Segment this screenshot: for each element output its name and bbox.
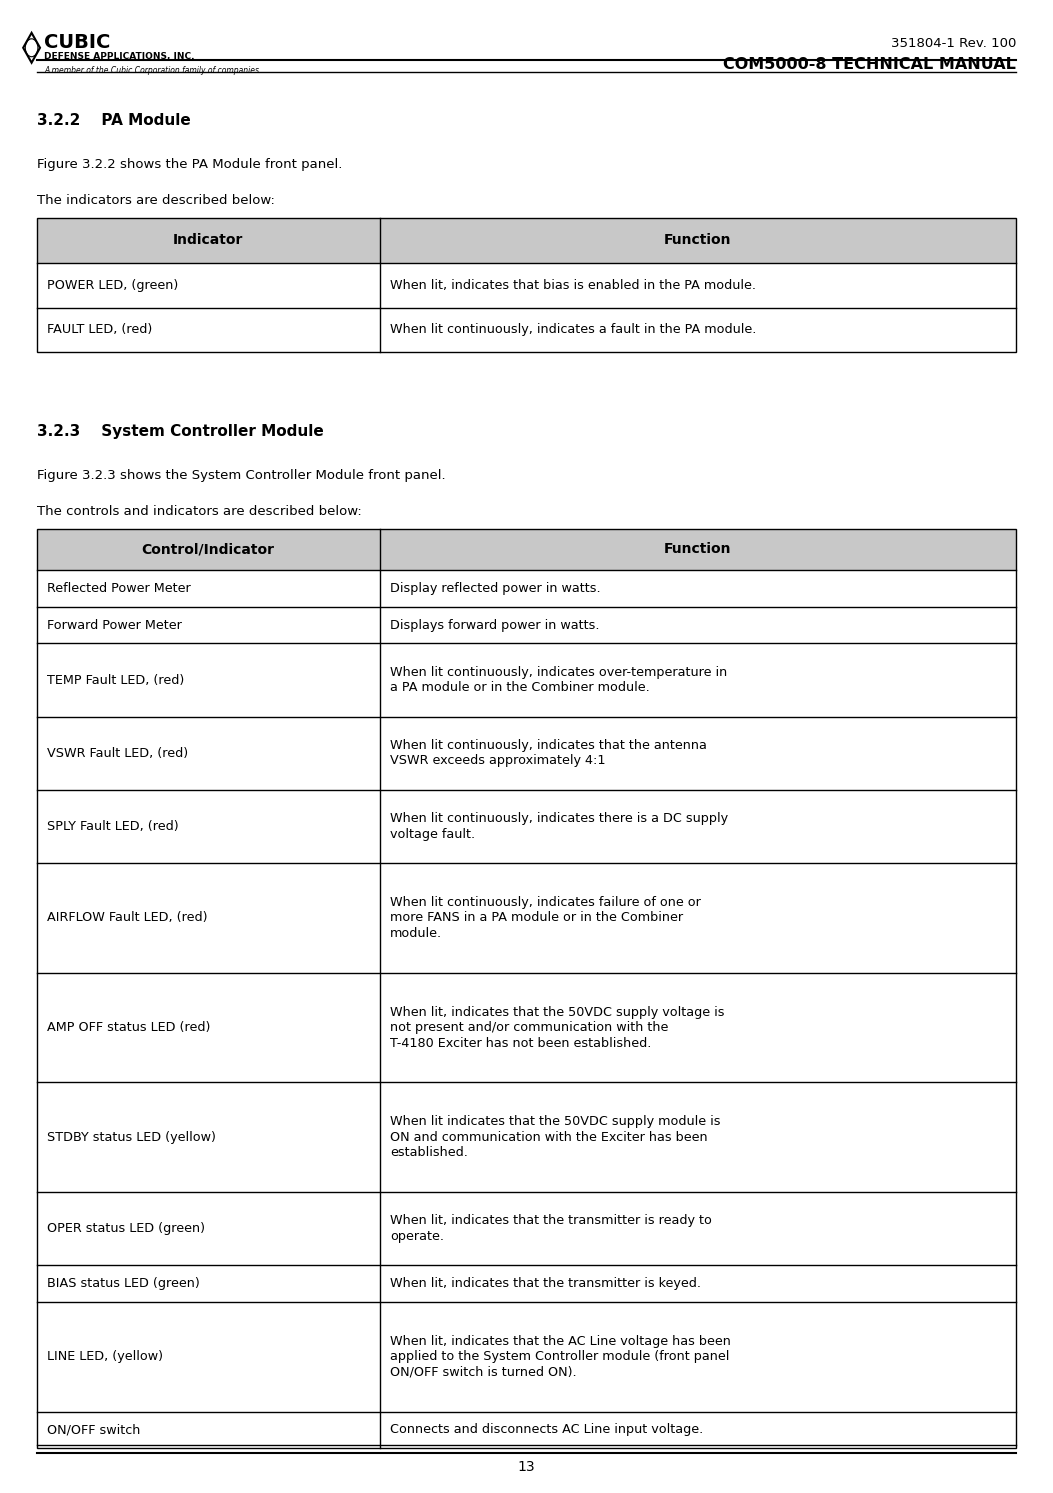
Text: Indicator: Indicator (173, 233, 243, 248)
Text: OPER status LED (green): OPER status LED (green) (47, 1223, 205, 1235)
Text: CUBIC: CUBIC (44, 33, 111, 52)
Text: 351804-1 Rev. 100: 351804-1 Rev. 100 (891, 37, 1016, 51)
Text: When lit continuously, indicates there is a DC supply
voltage fault.: When lit continuously, indicates there i… (390, 812, 729, 841)
Bar (37, 529, 1016, 1448)
Text: 3.2.3    System Controller Module: 3.2.3 System Controller Module (37, 424, 323, 439)
Text: FAULT LED, (red): FAULT LED, (red) (47, 324, 153, 336)
Text: The indicators are described below:: The indicators are described below: (37, 194, 275, 208)
Text: COM5000-8 TECHNICAL MANUAL: COM5000-8 TECHNICAL MANUAL (723, 57, 1016, 72)
Text: TEMP Fault LED, (red): TEMP Fault LED, (red) (47, 673, 184, 687)
Text: BIAS status LED (green): BIAS status LED (green) (47, 1277, 200, 1290)
Text: When lit, indicates that the 50VDC supply voltage is
not present and/or communic: When lit, indicates that the 50VDC suppl… (390, 1006, 724, 1050)
Bar (37, 218, 1016, 352)
Text: Figure 3.2.2 shows the PA Module front panel.: Figure 3.2.2 shows the PA Module front p… (37, 158, 342, 172)
Text: LINE LED, (yellow): LINE LED, (yellow) (47, 1350, 163, 1363)
Text: When lit, indicates that the transmitter is keyed.: When lit, indicates that the transmitter… (390, 1277, 701, 1290)
Text: When lit continuously, indicates a fault in the PA module.: When lit continuously, indicates a fault… (390, 324, 756, 336)
Text: Figure 3.2.3 shows the System Controller Module front panel.: Figure 3.2.3 shows the System Controller… (37, 469, 445, 482)
Bar (37, 218, 1016, 263)
Text: 3.2.2    PA Module: 3.2.2 PA Module (37, 113, 191, 128)
Text: AMP OFF status LED (red): AMP OFF status LED (red) (47, 1021, 211, 1035)
Text: Forward Power Meter: Forward Power Meter (47, 618, 182, 632)
Text: Displays forward power in watts.: Displays forward power in watts. (390, 618, 599, 632)
Text: A member of the Cubic Corporation family of companies: A member of the Cubic Corporation family… (44, 66, 259, 75)
Text: 13: 13 (518, 1460, 535, 1474)
Text: Function: Function (664, 233, 732, 248)
Text: When lit, indicates that the transmitter is ready to
operate.: When lit, indicates that the transmitter… (390, 1214, 712, 1244)
Bar (37, 529, 1016, 570)
Text: When lit continuously, indicates that the antenna
VSWR exceeds approximately 4:1: When lit continuously, indicates that th… (390, 739, 707, 767)
Text: ON/OFF switch: ON/OFF switch (47, 1423, 141, 1436)
Text: When lit, indicates that the AC Line voltage has been
applied to the System Cont: When lit, indicates that the AC Line vol… (390, 1335, 731, 1378)
Text: SPLY Fault LED, (red): SPLY Fault LED, (red) (47, 820, 179, 833)
Text: AIRFLOW Fault LED, (red): AIRFLOW Fault LED, (red) (47, 911, 207, 924)
Text: The controls and indicators are described below:: The controls and indicators are describe… (37, 505, 361, 518)
Text: Control/Indicator: Control/Indicator (142, 542, 275, 557)
Text: When lit, indicates that bias is enabled in the PA module.: When lit, indicates that bias is enabled… (390, 279, 756, 291)
Text: VSWR Fault LED, (red): VSWR Fault LED, (red) (47, 746, 188, 760)
Text: When lit indicates that the 50VDC supply module is
ON and communication with the: When lit indicates that the 50VDC supply… (390, 1115, 720, 1159)
Text: Function: Function (664, 542, 732, 557)
Text: Connects and disconnects AC Line input voltage.: Connects and disconnects AC Line input v… (390, 1423, 703, 1436)
Text: Reflected Power Meter: Reflected Power Meter (47, 582, 192, 596)
Text: STDBY status LED (yellow): STDBY status LED (yellow) (47, 1130, 216, 1144)
Text: Display reflected power in watts.: Display reflected power in watts. (390, 582, 601, 596)
Text: DEFENSE APPLICATIONS, INC.: DEFENSE APPLICATIONS, INC. (44, 52, 195, 61)
Text: When lit continuously, indicates over-temperature in
a PA module or in the Combi: When lit continuously, indicates over-te… (390, 666, 728, 694)
Text: POWER LED, (green): POWER LED, (green) (47, 279, 179, 291)
Text: When lit continuously, indicates failure of one or
more FANS in a PA module or i: When lit continuously, indicates failure… (390, 896, 701, 939)
